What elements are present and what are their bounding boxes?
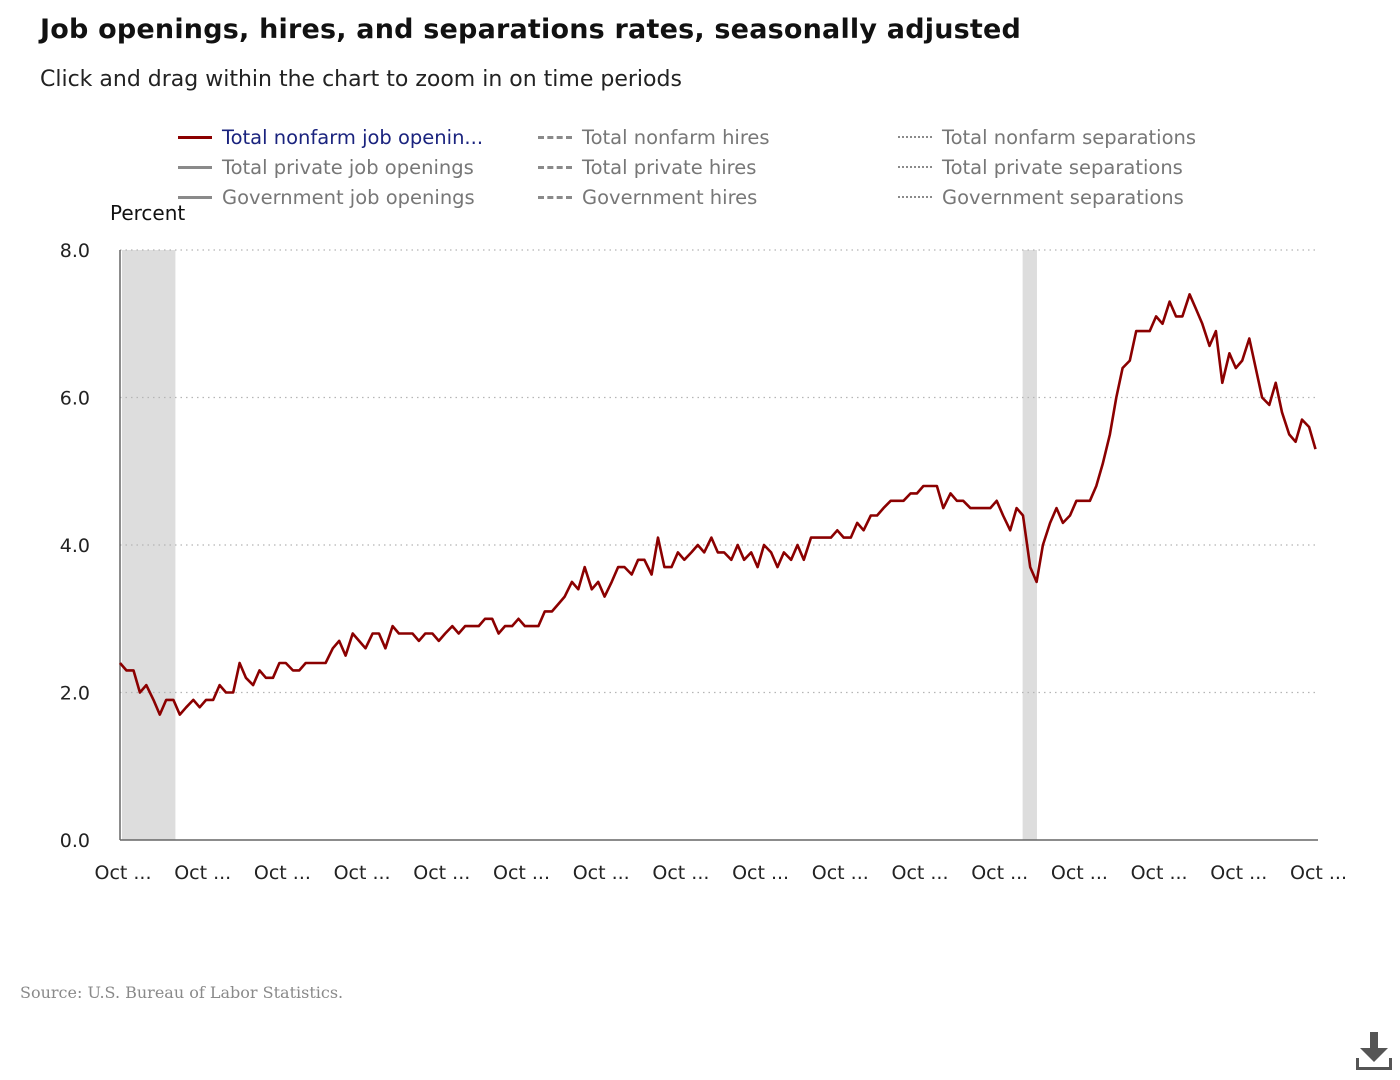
x-tick-label: Oct ... [812, 862, 869, 884]
x-tick-label: Oct ... [1131, 862, 1188, 884]
legend-label: Government job openings [222, 185, 475, 209]
y-tick-label: 6.0 [60, 388, 90, 410]
legend-swatch [538, 165, 572, 169]
x-tick-label: Oct ... [652, 862, 709, 884]
legend-item[interactable]: Total private job openings [178, 152, 474, 182]
legend-item[interactable]: Total private separations [898, 152, 1183, 182]
line-chart[interactable]: 0.0 2.0 4.0 6.0 8.0 Oct ... Oct ... Oct ... Oct … [0, 0, 1400, 960]
chart-subtitle: Click and drag within the chart to zoom … [40, 67, 682, 92]
legend-label: Government separations [942, 185, 1184, 209]
x-tick-label: Oct ... [732, 862, 789, 884]
legend-swatch [898, 136, 932, 138]
y-tick-label: 2.0 [60, 683, 90, 705]
legend-item[interactable]: Total private hires [538, 152, 756, 182]
legend-label: Total nonfarm separations [942, 125, 1197, 149]
legend-label: Total private hires [582, 155, 757, 179]
legend-swatch [538, 195, 572, 199]
chart-title: Job openings, hires, and separations rat… [40, 14, 1022, 45]
legend-item[interactable]: Government hires [538, 182, 757, 212]
series-line [119, 292, 1317, 716]
legend: Total nonfarm job openin... Total private… [178, 122, 1278, 222]
legend-swatch [178, 165, 212, 169]
y-tick-label: 0.0 [60, 830, 90, 852]
x-tick-label: Oct ... [94, 862, 151, 884]
x-tick-label: Oct ... [413, 862, 470, 884]
legend-item[interactable]: Government job openings [178, 182, 475, 212]
x-tick-label: Oct ... [334, 862, 391, 884]
x-tick-label: Oct ... [1290, 862, 1347, 884]
x-tick-label: Oct ... [493, 862, 550, 884]
download-icon [1356, 1032, 1392, 1070]
legend-label: Total nonfarm job openin... [222, 125, 484, 149]
x-tick-label: Oct ... [174, 862, 231, 884]
legend-swatch [538, 135, 572, 139]
y-tick-label: 4.0 [60, 535, 90, 557]
legend-label: Total nonfarm hires [582, 125, 770, 149]
legend-label: Total private job openings [222, 155, 474, 179]
legend-swatch [898, 166, 932, 168]
x-tick-label: Oct ... [971, 862, 1028, 884]
download-button[interactable] [1354, 1030, 1394, 1072]
x-tick-label: Oct ... [1051, 862, 1108, 884]
legend-item[interactable]: Total nonfarm job openin... [178, 122, 483, 152]
y-axis-label: Percent [110, 201, 185, 225]
x-tick-label: Oct ... [1210, 862, 1267, 884]
legend-swatch [178, 195, 212, 199]
legend-label: Total private separations [942, 155, 1183, 179]
x-tick-label: Oct ... [891, 862, 948, 884]
recession-band [1022, 250, 1037, 840]
legend-label: Government hires [582, 185, 758, 209]
source-note: Source: U.S. Bureau of Labor Statistics. [20, 983, 344, 1002]
legend-item[interactable]: Government separations [898, 182, 1184, 212]
legend-item[interactable]: Total nonfarm separations [898, 122, 1196, 152]
legend-swatch [178, 135, 212, 139]
x-tick-label: Oct ... [254, 862, 311, 884]
y-tick-label: 8.0 [60, 240, 90, 262]
x-tick-label: Oct ... [573, 862, 630, 884]
legend-swatch [898, 196, 932, 198]
legend-item[interactable]: Total nonfarm hires [538, 122, 770, 152]
